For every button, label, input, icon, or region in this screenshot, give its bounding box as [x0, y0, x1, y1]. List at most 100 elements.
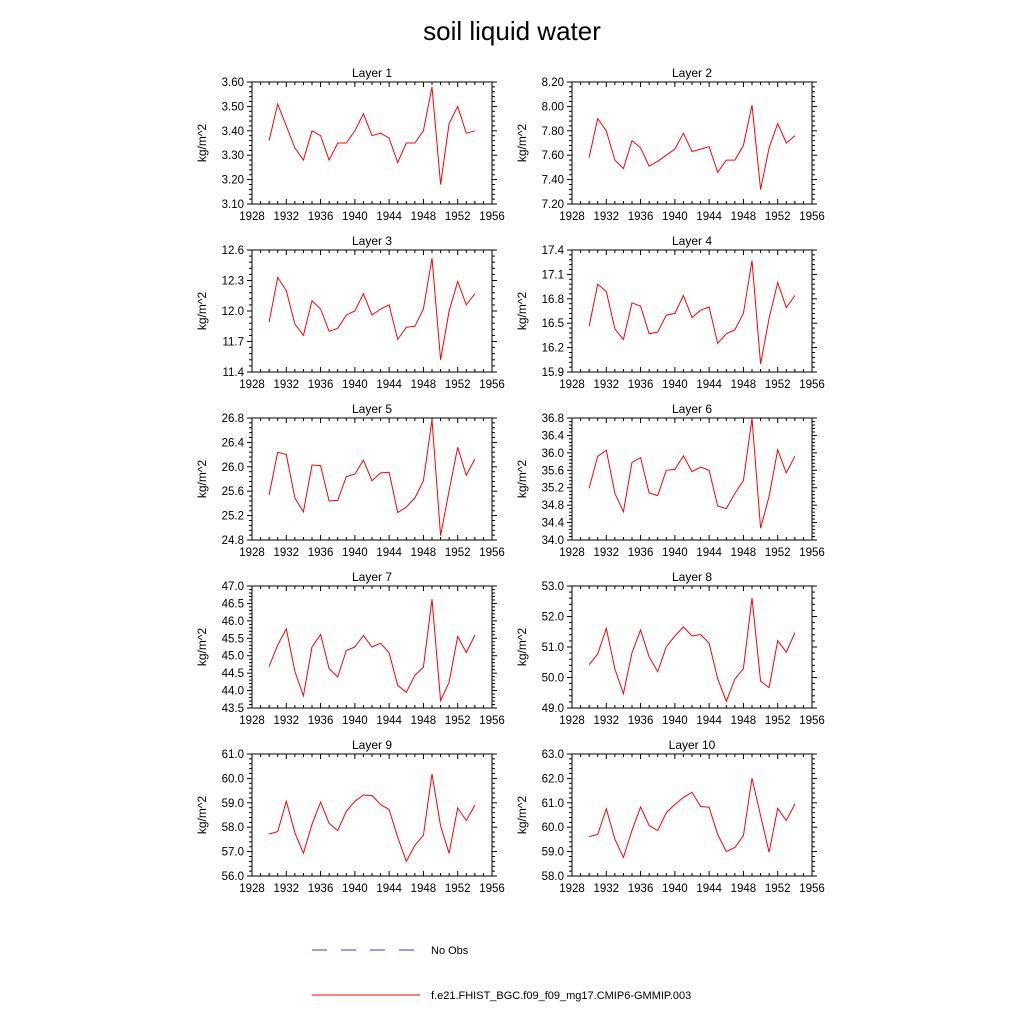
y-tick-label: 36.0 [542, 448, 564, 460]
y-tick-label: 8.00 [542, 101, 564, 113]
y-tick-label: 26.8 [222, 413, 244, 425]
x-tick-label: 1940 [662, 883, 688, 895]
x-tick-label: 1948 [731, 547, 757, 559]
series-line [588, 260, 796, 364]
plot-frame [251, 417, 493, 541]
x-tick-label: 1932 [593, 547, 619, 559]
panel-6: Layer 6 1928 1932 1936 1940 1944 1948 1952 1956 3… [515, 402, 825, 559]
x-tick-label: 1952 [445, 379, 471, 391]
y-tick-label: 24.8 [222, 535, 244, 547]
y-tick-label: 56.0 [222, 871, 244, 883]
series-line [268, 599, 476, 703]
y-tick-label: 3.20 [222, 175, 244, 187]
series-line [268, 419, 476, 536]
panel-title: Layer 8 [672, 570, 712, 584]
plot-frame [571, 81, 813, 205]
x-tick-label: 1932 [593, 883, 619, 895]
x-tick-label: 1956 [479, 715, 505, 727]
x-tick-label: 1928 [559, 211, 585, 223]
x-tick-label: 1936 [308, 379, 334, 391]
y-tick-label: 17.1 [542, 269, 564, 281]
y-tick-label: 35.6 [542, 465, 564, 477]
x-tick-label: 1944 [376, 379, 402, 391]
y-tick-label: 16.8 [542, 294, 564, 306]
y-tick-label: 16.5 [542, 318, 564, 330]
panel-5: Layer 5 1928 1932 1936 1940 1944 1948 1952 1956 2… [195, 402, 505, 559]
x-tick-label: 1928 [559, 715, 585, 727]
y-tick-label: 3.10 [222, 199, 244, 211]
legend-no-obs-label: No Obs [431, 945, 469, 957]
y-tick-label: 25.6 [222, 486, 244, 498]
x-tick-label: 1932 [593, 379, 619, 391]
panel-1: Layer 1 1928 1932 1936 1940 1944 1948 1952 1956 3… [195, 66, 505, 223]
y-tick-label: 43.5 [222, 703, 244, 715]
x-tick-label: 1952 [765, 547, 791, 559]
x-tick-label: 1944 [696, 379, 722, 391]
y-tick-label: 7.60 [542, 150, 564, 162]
x-tick-label: 1948 [731, 883, 757, 895]
x-tick-label: 1952 [765, 715, 791, 727]
y-tick-label: 60.0 [222, 773, 244, 785]
series-line [588, 418, 796, 529]
y-tick-label: 61.0 [222, 749, 244, 761]
series-line [268, 773, 476, 863]
y-tick-label: 45.5 [222, 633, 244, 645]
x-tick-label: 1952 [765, 883, 791, 895]
panel-8: Layer 8 1928 1932 1936 1940 1944 1948 1952 1956 4… [515, 570, 825, 727]
y-tick-label: 53.0 [542, 581, 564, 593]
x-tick-label: 1936 [628, 379, 654, 391]
x-tick-label: 1944 [376, 547, 402, 559]
y-axis-label: kg/m^2 [515, 460, 529, 499]
panel-title: Layer 2 [672, 66, 712, 80]
x-tick-label: 1944 [376, 211, 402, 223]
series-line [588, 105, 796, 190]
x-tick-label: 1956 [479, 379, 505, 391]
y-tick-label: 34.8 [542, 500, 564, 512]
x-tick-label: 1932 [273, 211, 299, 223]
plot-frame [251, 249, 493, 373]
y-tick-label: 3.60 [222, 77, 244, 89]
panel-title: Layer 1 [352, 66, 392, 80]
x-tick-label: 1932 [273, 715, 299, 727]
x-tick-label: 1936 [308, 547, 334, 559]
panel-title: Layer 3 [352, 234, 392, 248]
series-line [268, 258, 476, 360]
x-tick-label: 1956 [799, 883, 825, 895]
x-tick-label: 1948 [731, 379, 757, 391]
x-tick-label: 1948 [411, 715, 437, 727]
x-tick-label: 1952 [445, 211, 471, 223]
x-tick-label: 1952 [445, 883, 471, 895]
x-tick-label: 1948 [731, 715, 757, 727]
y-tick-label: 16.2 [542, 343, 564, 355]
x-tick-label: 1932 [593, 715, 619, 727]
plot-frame [251, 81, 493, 205]
y-tick-label: 15.9 [542, 367, 564, 379]
y-tick-label: 8.20 [542, 77, 564, 89]
y-tick-label: 34.0 [542, 535, 564, 547]
x-tick-label: 1928 [559, 547, 585, 559]
x-tick-label: 1940 [662, 715, 688, 727]
y-axis-label: kg/m^2 [515, 796, 529, 835]
plot-frame [571, 585, 813, 709]
x-tick-label: 1940 [342, 379, 368, 391]
x-tick-label: 1936 [308, 715, 334, 727]
y-tick-label: 12.0 [222, 306, 244, 318]
y-tick-label: 52.0 [542, 612, 564, 624]
x-tick-label: 1928 [239, 883, 265, 895]
x-tick-label: 1928 [559, 379, 585, 391]
x-tick-label: 1940 [342, 715, 368, 727]
y-tick-label: 11.4 [222, 367, 244, 379]
y-tick-label: 63.0 [542, 749, 564, 761]
figure-title: soil liquid water [423, 16, 601, 46]
y-tick-label: 12.6 [222, 245, 244, 257]
panel-title: Layer 10 [669, 738, 716, 752]
x-tick-label: 1948 [411, 379, 437, 391]
y-tick-label: 59.0 [542, 847, 564, 859]
panel-title: Layer 4 [672, 234, 712, 248]
y-tick-label: 25.2 [222, 511, 244, 523]
series-line [588, 597, 796, 703]
x-tick-label: 1940 [342, 883, 368, 895]
panel-3: Layer 3 1928 1932 1936 1940 1944 1948 1952 1956 1… [195, 234, 505, 391]
y-axis-label: kg/m^2 [195, 460, 209, 499]
y-tick-label: 57.0 [222, 847, 244, 859]
